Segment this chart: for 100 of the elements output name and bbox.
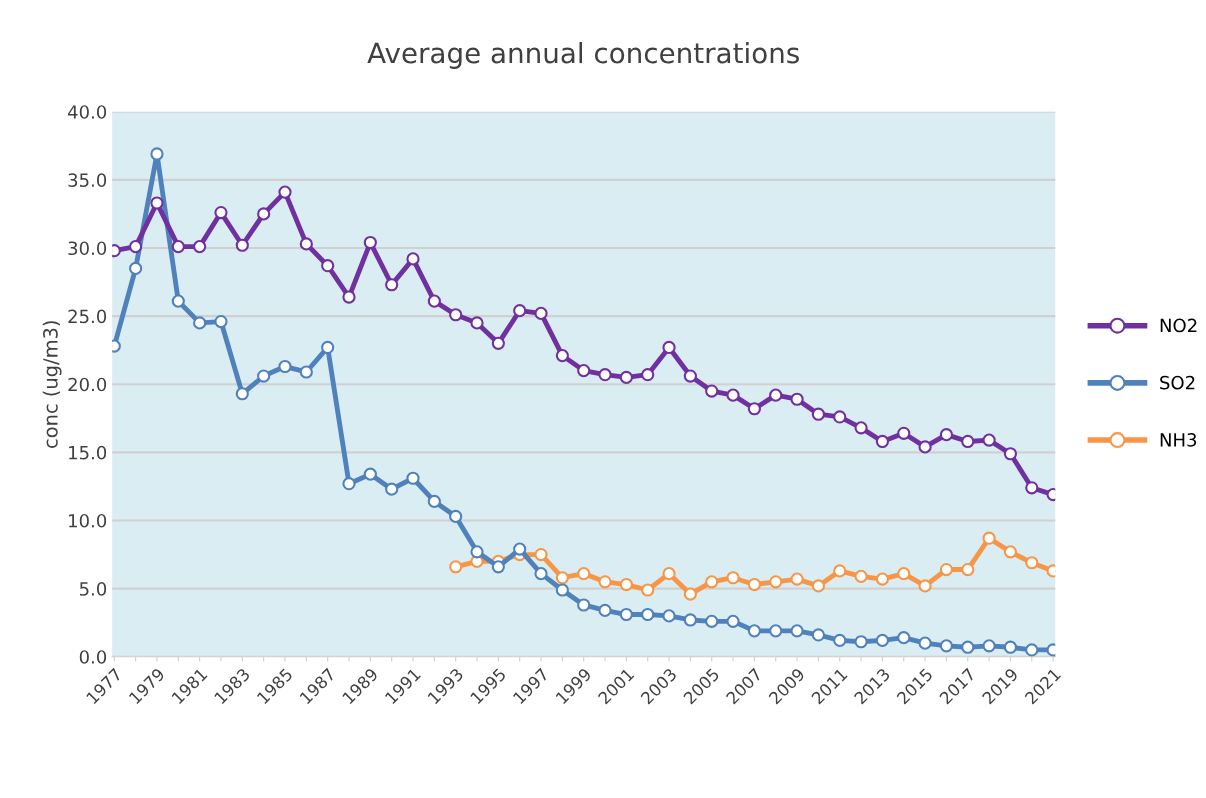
point: [726, 388, 740, 402]
y-tick-label: 30.0: [68, 241, 107, 256]
point: [833, 633, 847, 647]
y-tick-label: 20.0: [68, 377, 107, 392]
point: [406, 252, 420, 266]
y-tick-label: 10.0: [69, 513, 107, 528]
y-tick-label: 15.0: [69, 445, 107, 460]
point: [811, 579, 826, 593]
point: [171, 294, 185, 308]
point: [257, 369, 271, 383]
point: [171, 240, 185, 254]
point: [790, 624, 804, 638]
legend-label: SO2: [1160, 375, 1195, 390]
point: [833, 564, 847, 578]
point: [875, 434, 890, 449]
point: [918, 636, 932, 650]
point: [683, 587, 697, 601]
point: [235, 387, 249, 401]
y-tick-label: 35.0: [68, 173, 107, 187]
point: [257, 207, 271, 221]
point: [769, 624, 783, 638]
point: [1003, 447, 1018, 461]
point: [363, 235, 377, 250]
point: [150, 147, 164, 161]
y-tick-label: 0.0: [79, 650, 107, 664]
point: [278, 185, 292, 199]
legend-label: NH3: [1160, 433, 1197, 447]
point: [939, 639, 954, 653]
chart-title: Average annual concentrations: [367, 42, 799, 69]
point: [1003, 640, 1018, 654]
point: [363, 467, 377, 481]
point: [449, 560, 463, 574]
point: [619, 607, 633, 622]
point: [214, 205, 228, 220]
point: [918, 579, 932, 593]
point: [1025, 481, 1039, 495]
point: [598, 575, 612, 589]
point: [982, 433, 996, 447]
point: [961, 640, 975, 654]
point: [555, 583, 569, 597]
point: [470, 316, 484, 330]
point: [193, 316, 207, 330]
point: [534, 567, 548, 581]
point: [449, 308, 463, 322]
point: [577, 364, 591, 378]
point: [619, 370, 633, 385]
point: [683, 369, 697, 383]
point: [790, 572, 804, 586]
point: [854, 421, 868, 435]
point: [982, 531, 996, 545]
point: [961, 434, 975, 449]
point: [790, 392, 804, 406]
point: [619, 577, 633, 592]
point: [939, 562, 954, 577]
point: [747, 624, 761, 638]
point: [875, 633, 890, 647]
point: [1003, 545, 1018, 559]
point: [854, 635, 868, 649]
point: [342, 477, 356, 491]
point: [427, 294, 441, 308]
point: [385, 278, 399, 292]
point: [129, 240, 143, 254]
point: [299, 365, 313, 379]
point: [513, 542, 527, 556]
point: [193, 240, 207, 254]
point: [1025, 643, 1039, 657]
point: [982, 639, 996, 653]
point: [385, 482, 399, 496]
legend-label: NO2: [1160, 318, 1197, 333]
point: [875, 572, 890, 586]
point: [299, 237, 313, 251]
point: [726, 571, 740, 585]
point: [321, 340, 335, 355]
point: [897, 631, 911, 645]
point: [470, 545, 484, 559]
point: [427, 494, 441, 509]
point: [129, 261, 143, 276]
point: [598, 368, 612, 382]
point: [662, 340, 676, 355]
point: [897, 426, 911, 440]
point: [214, 314, 228, 329]
point: [641, 583, 655, 597]
point: [833, 410, 847, 424]
point: [939, 428, 954, 442]
point: [555, 571, 569, 585]
point: [534, 547, 548, 562]
point: [641, 368, 655, 382]
point: [726, 614, 740, 628]
point: [854, 569, 868, 583]
point: [577, 598, 591, 612]
point: [769, 388, 783, 402]
point: [662, 567, 676, 581]
point: [491, 336, 505, 350]
point: [705, 575, 719, 589]
point: [278, 359, 292, 374]
point: [961, 562, 975, 577]
point: [555, 349, 569, 363]
y-tick-label: 25.0: [68, 309, 107, 324]
point: [811, 628, 826, 642]
point: [513, 304, 527, 318]
